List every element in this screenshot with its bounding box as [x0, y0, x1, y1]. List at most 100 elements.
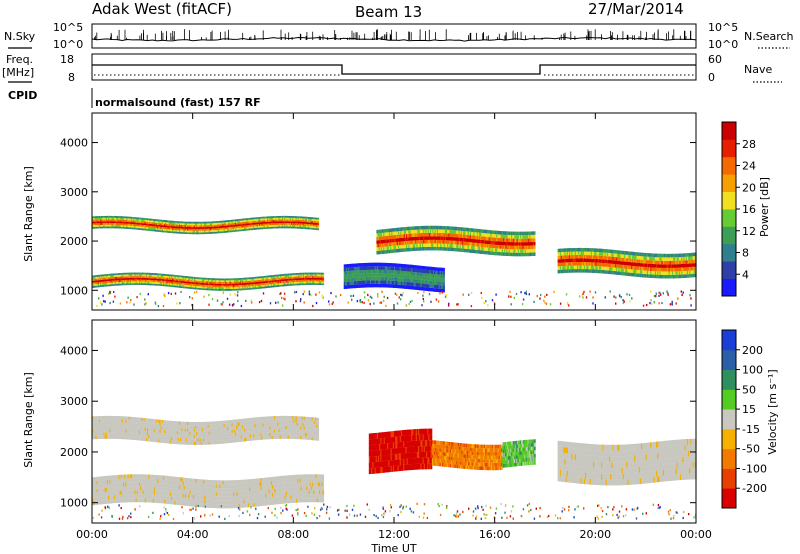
- power-band-cell: [192, 287, 195, 290]
- power-band-cell: [316, 281, 319, 284]
- power-band-cell: [428, 246, 431, 251]
- power-band-cell: [306, 281, 308, 284]
- power-band-cell: [500, 231, 503, 235]
- power-band-cell: [114, 221, 117, 224]
- power-band-cell: [283, 284, 286, 287]
- power-band-cell: [306, 283, 308, 285]
- power-band-cell: [263, 284, 266, 287]
- power-band-cell: [434, 225, 437, 230]
- power-band-cell: [166, 275, 169, 278]
- power-band-cell: [400, 230, 402, 235]
- power-band-cell: [311, 222, 314, 225]
- power-band-cell: [294, 281, 297, 284]
- power-band-cell: [215, 221, 218, 223]
- power-band-cell: [125, 276, 127, 279]
- power-band-cell: [303, 218, 306, 221]
- power-band-cell: [558, 248, 561, 253]
- power-band-cell: [260, 278, 263, 280]
- power-band-cell: [483, 243, 486, 248]
- power-band-cell: [160, 282, 163, 285]
- power-band-cell: [508, 235, 511, 239]
- power-band-cell: [94, 219, 96, 222]
- power-band-cell: [239, 286, 242, 289]
- power-band-cell: [139, 274, 141, 277]
- power-band-cell: [223, 280, 226, 282]
- power-band-cell: [290, 280, 292, 283]
- power-band-cell: [270, 285, 273, 288]
- power-band-cell: [120, 274, 123, 277]
- power-band-cell: [432, 232, 434, 237]
- power-band-cell: [125, 227, 127, 229]
- power-band-cell: [140, 281, 142, 284]
- power-band-cell: [114, 226, 117, 229]
- power-band-cell: [447, 240, 449, 244]
- power-band-cell: [204, 279, 206, 282]
- power-band-cell: [129, 283, 132, 285]
- power-band-cell: [223, 222, 226, 225]
- power-band-cell: [104, 274, 107, 276]
- power-band-cell: [126, 276, 129, 279]
- power-band-cell: [174, 224, 177, 227]
- power-band-cell: [434, 229, 437, 233]
- power-band-cell: [184, 283, 187, 285]
- power-band-cell: [175, 285, 178, 288]
- power-band-cell: [144, 274, 147, 277]
- power-band-cell: [172, 276, 174, 279]
- power-band-cell: [474, 235, 477, 240]
- power-band-cell: [483, 240, 486, 244]
- power-band-cell: [474, 249, 477, 254]
- power-band-cell: [424, 243, 426, 247]
- power-band-cell: [492, 230, 495, 234]
- power-band-cell: [493, 241, 496, 245]
- power-band-cell: [509, 238, 512, 243]
- power-band-cell: [262, 225, 265, 228]
- power-band-cell: [139, 276, 141, 278]
- power-band-cell: [407, 244, 409, 248]
- power-band-cell: [220, 226, 222, 228]
- power-band-cell: [143, 274, 146, 277]
- power-band-cell: [281, 274, 283, 276]
- power-band-cell: [169, 229, 172, 232]
- power-band-cell: [459, 244, 462, 249]
- power-band-cell: [250, 284, 252, 287]
- power-band-cell: [456, 233, 458, 238]
- power-band-cell: [100, 281, 102, 284]
- power-band-cell: [395, 227, 398, 232]
- power-band-cell: [382, 229, 384, 233]
- power-band-cell: [247, 288, 250, 290]
- power-band-cell: [309, 220, 311, 223]
- power-band-cell: [244, 283, 247, 285]
- power-band-cell: [272, 216, 275, 218]
- power-band-cell: [118, 281, 121, 284]
- power-band-cell: [565, 262, 568, 266]
- power-band-cell: [100, 278, 102, 280]
- power-band-cell: [159, 223, 162, 225]
- power-band-cell: [312, 279, 314, 282]
- power-band-cell: [203, 284, 205, 287]
- power-band-cell: [262, 277, 265, 280]
- power-band-cell: [182, 282, 185, 285]
- power-band-cell: [208, 232, 211, 234]
- power-band-cell: [110, 273, 112, 276]
- power-band-cell: [400, 238, 402, 242]
- power-band-cell: [111, 282, 114, 285]
- power-band-cell: [516, 238, 519, 243]
- power-band-cell: [126, 218, 128, 221]
- power-band-cell: [563, 255, 565, 259]
- power-band-cell: [278, 226, 281, 229]
- power-band-cell: [144, 272, 147, 275]
- freq-left-label: Freq.: [6, 53, 33, 66]
- power-band-cell: [285, 273, 288, 276]
- power-band-cell: [412, 237, 415, 241]
- power-band-cell: [306, 277, 308, 280]
- power-band-cell: [102, 221, 104, 224]
- power-band-cell: [232, 226, 235, 229]
- power-band-cell: [236, 285, 239, 287]
- power-band-cell: [377, 240, 380, 244]
- power-band-cell: [530, 249, 533, 253]
- power-band-cell: [396, 238, 399, 242]
- power-band-cell: [423, 247, 425, 251]
- power-band-cell: [100, 216, 102, 218]
- power-band-cell: [316, 223, 318, 225]
- power-band-cell: [503, 252, 505, 256]
